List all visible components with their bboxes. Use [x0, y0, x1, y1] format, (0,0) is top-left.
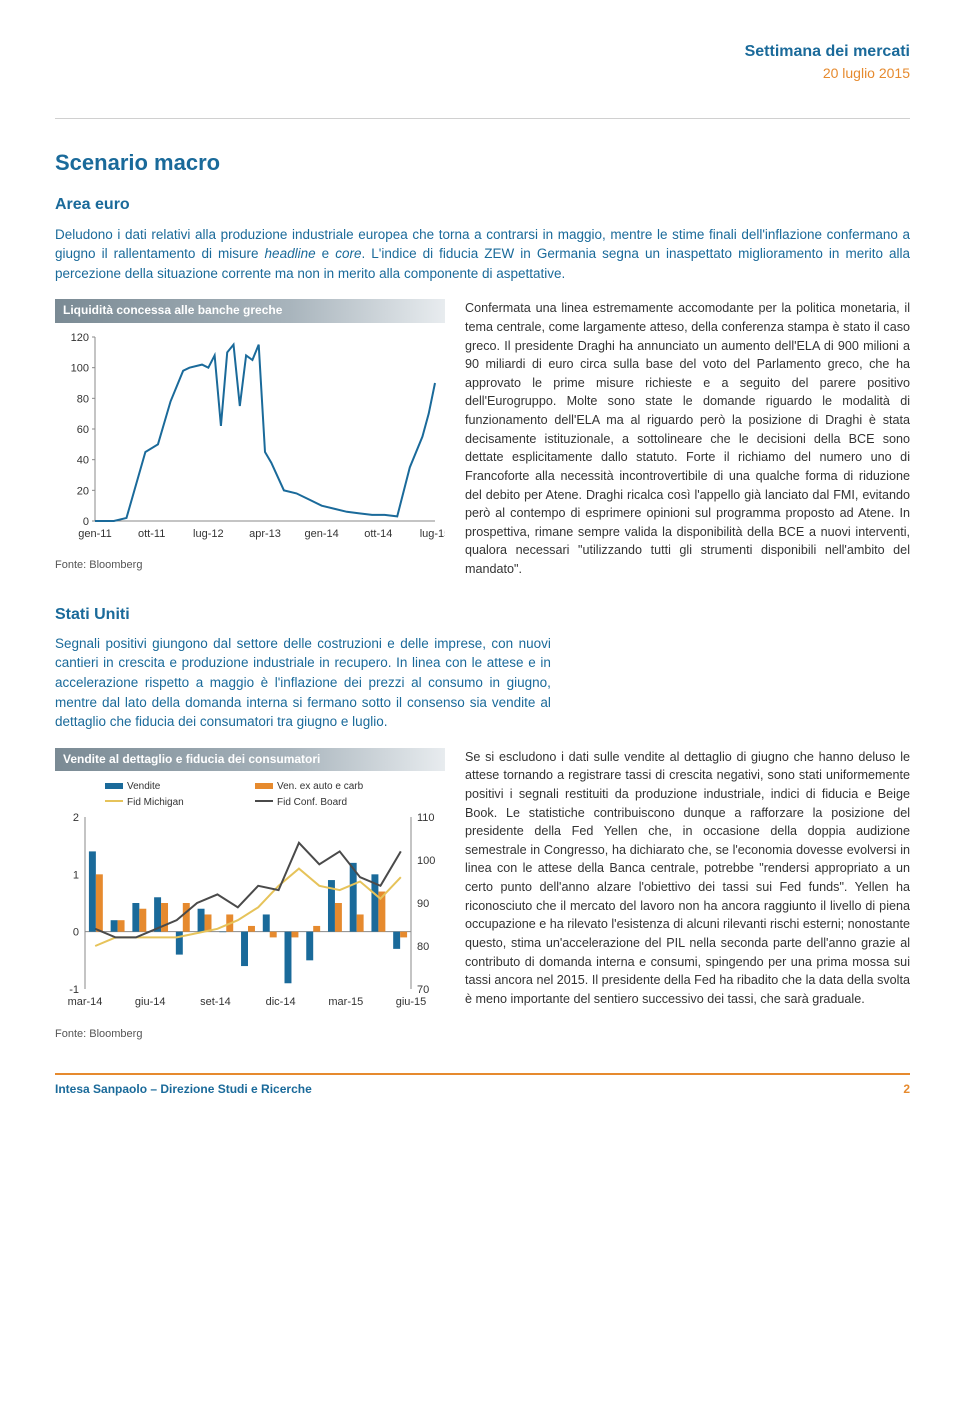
svg-text:120: 120 [71, 332, 89, 344]
svg-text:100: 100 [417, 855, 435, 867]
svg-text:lug-15: lug-15 [420, 528, 445, 540]
svg-text:0: 0 [73, 927, 79, 939]
svg-text:lug-12: lug-12 [193, 528, 224, 540]
svg-text:dic-14: dic-14 [266, 996, 296, 1008]
svg-text:0: 0 [83, 516, 89, 528]
svg-text:80: 80 [417, 941, 429, 953]
svg-text:Ven. ex auto e carb: Ven. ex auto e carb [277, 781, 364, 792]
section1-body: Confermata una linea estremamente accomo… [465, 299, 910, 578]
svg-text:ott-14: ott-14 [364, 528, 392, 540]
svg-text:giu-14: giu-14 [135, 996, 166, 1008]
header-divider [55, 118, 910, 119]
svg-text:80: 80 [77, 393, 89, 405]
svg-text:Vendite: Vendite [127, 781, 161, 792]
svg-text:1: 1 [73, 869, 79, 881]
svg-text:gen-14: gen-14 [305, 528, 339, 540]
section2-subheading: Stati Uniti [55, 603, 910, 626]
svg-text:2: 2 [73, 812, 79, 824]
page-footer: Intesa Sanpaolo – Direzione Studi e Rice… [55, 1073, 910, 1098]
header-date: 20 luglio 2015 [55, 63, 910, 83]
chart2-svg: Vendite Ven. ex auto e carb Fid Michigan Fi… [55, 777, 445, 1017]
svg-text:40: 40 [77, 454, 89, 466]
footer-left: Intesa Sanpaolo – Direzione Studi e Rice… [55, 1081, 312, 1098]
footer-page: 2 [903, 1081, 910, 1098]
svg-text:20: 20 [77, 485, 89, 497]
chart1-source: Fonte: Bloomberg [55, 558, 445, 574]
chart2-container: Vendite al dettaglio e fiducia dei consu… [55, 748, 445, 1043]
page-header: Settimana dei mercati 20 luglio 2015 [55, 40, 910, 83]
section2-intro: Segnali positivi giungono dal settore de… [55, 634, 551, 732]
svg-text:90: 90 [417, 898, 429, 910]
svg-text:Fid Michigan: Fid Michigan [127, 797, 184, 808]
chart1-container: Liquidità concessa alle banche greche 0 2… [55, 299, 445, 578]
svg-text:mar-15: mar-15 [328, 996, 363, 1008]
svg-text:set-14: set-14 [200, 996, 231, 1008]
header-title: Settimana dei mercati [55, 40, 910, 63]
chart1-svg: 0 20 40 60 80 100 120 gen-11 ott-11 lug-12 apr-13 g… [55, 329, 445, 549]
chart2-title: Vendite al dettaglio e fiducia dei consu… [55, 748, 445, 771]
svg-text:mar-14: mar-14 [68, 996, 103, 1008]
svg-text:Fid Conf. Board: Fid Conf. Board [277, 797, 347, 808]
chart1-title: Liquidità concessa alle banche greche [55, 299, 445, 322]
svg-text:giu-15: giu-15 [396, 996, 427, 1008]
svg-text:apr-13: apr-13 [249, 528, 281, 540]
section1-subheading: Area euro [55, 193, 910, 216]
section-heading: Scenario macro [55, 147, 910, 179]
svg-text:ott-11: ott-11 [138, 528, 165, 540]
section1-intro: Deludono i dati relativi alla produzione… [55, 225, 910, 284]
chart2-source: Fonte: Bloomberg [55, 1027, 445, 1043]
svg-text:110: 110 [417, 812, 435, 824]
svg-text:100: 100 [71, 362, 89, 374]
svg-text:70: 70 [417, 984, 429, 996]
svg-text:-1: -1 [69, 984, 79, 996]
svg-text:gen-11: gen-11 [78, 528, 111, 540]
svg-text:60: 60 [77, 424, 89, 436]
section2-body: Se si escludono i dati sulle vendite al … [465, 748, 910, 1043]
